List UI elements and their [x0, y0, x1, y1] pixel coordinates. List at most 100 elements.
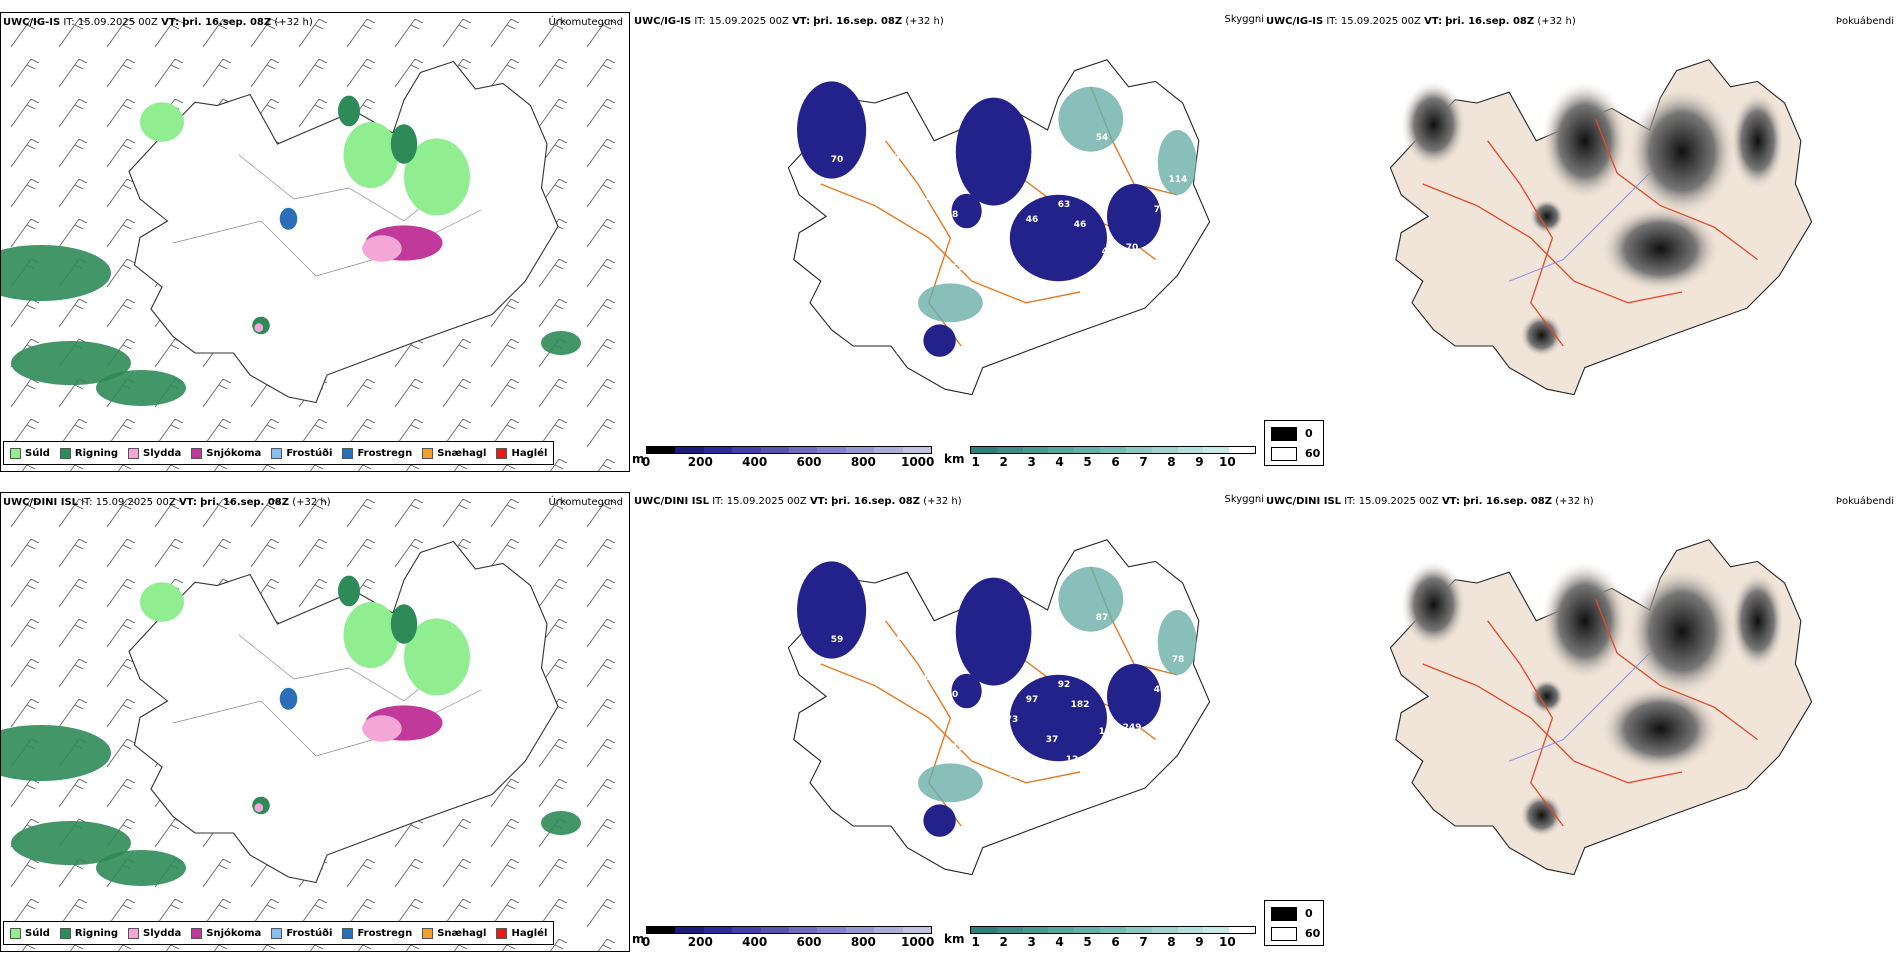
- precip-type-panel: UWC/DINI ISL IT: 15.09.2025 00Z VT: þri.…: [0, 492, 630, 952]
- panel-title: Þokuábendi: [1835, 496, 1894, 507]
- colorbar-segment: [732, 927, 761, 933]
- cloud-base-label: 43: [1086, 775, 1099, 785]
- cloud-base-label: 102: [1085, 657, 1104, 667]
- valid-time: þri. 16.sep. 08Z: [182, 17, 272, 28]
- cloud-base-label: 49: [736, 590, 749, 600]
- cloud-base-label: 249: [1123, 723, 1142, 733]
- cloud-base-label: 78: [784, 603, 797, 613]
- colorbar-segment: [703, 927, 733, 933]
- colorbar-segment: [789, 447, 818, 453]
- fog-legend: 0 60: [1264, 420, 1324, 466]
- colorbar-segment: [1177, 447, 1204, 453]
- cloud-base-label: 43: [884, 730, 897, 740]
- panel-header: UWC/IG-IS IT: 15.09.2025 00Z VT: þri. 16…: [1266, 16, 1576, 27]
- panel-title: Þokuábendi: [1835, 16, 1894, 27]
- colorbar-segment: [817, 447, 846, 453]
- fog-legend-white-swatch: [1271, 447, 1297, 461]
- colorbar-segment: [1229, 927, 1255, 933]
- legend-swatch: [422, 927, 434, 939]
- cloud-base-label: 46: [1074, 220, 1087, 230]
- lead-time: (+32 h): [292, 497, 331, 508]
- colorbar-tick-label: 3: [1027, 935, 1036, 949]
- cloud-base-label: 42: [896, 185, 909, 195]
- lead-time: (+32 h): [1537, 16, 1576, 27]
- cloud-base-label: 114: [1169, 175, 1188, 185]
- cloud-base-label: 63: [916, 647, 929, 657]
- legend-label: Frostregn: [357, 927, 413, 939]
- precip-map: [1, 13, 629, 471]
- fog-legend-white-label: 60: [1305, 447, 1321, 460]
- cloud-base-labels: 5538415873635567705539464261884167516152…: [724, 55, 1188, 390]
- cloud-base-label: 74: [976, 745, 989, 755]
- colorbar-tick-label: 400: [742, 935, 768, 949]
- panel-header: UWC/DINI ISL IT: 15.09.2025 00Z VT: þri.…: [3, 497, 331, 508]
- cloud-base-label: 51: [1088, 177, 1101, 187]
- cloud-base-label: 92: [1058, 680, 1071, 690]
- fog-legend-black-label: 0: [1305, 427, 1313, 440]
- lead-time: (+32 h): [274, 17, 313, 28]
- fog-legend-black-label: 0: [1305, 907, 1313, 920]
- colorbar-segment: [902, 447, 932, 453]
- precip-legend-item: Rigning: [59, 447, 118, 459]
- colorbar-segment: [1125, 927, 1152, 933]
- cloud-base-label: 70: [1154, 205, 1167, 215]
- colorbar-segment: [1151, 447, 1178, 453]
- valid-time: þri. 16.sep. 08Z: [1445, 16, 1535, 27]
- colorbar-tick-label: 3: [1027, 455, 1036, 469]
- precip-legend: Súld Rigning Slydda Snjókoma Frostúði Frostre…: [3, 921, 555, 945]
- precip-legend-item: Frostúði: [271, 447, 333, 459]
- colorbar-segment: [1074, 927, 1101, 933]
- colorbar-segment: [1177, 927, 1204, 933]
- cloud-base-label: 56: [756, 557, 769, 567]
- cloud-base-label: 55: [878, 130, 891, 140]
- precip-legend-item: Slydda: [128, 447, 181, 459]
- legend-swatch: [422, 447, 434, 459]
- cloud-base-label: 87: [1096, 613, 1109, 623]
- cloud-base-label: 52: [966, 723, 979, 733]
- cloud-base-label: 41: [736, 110, 749, 120]
- cloud-base-label: 86: [1036, 655, 1049, 665]
- cloud-base-label: 70: [1126, 243, 1139, 253]
- colorbar-segment: [1203, 927, 1230, 933]
- colorbar-tick-label: 1: [971, 455, 980, 469]
- cloud-base-label: 56: [936, 850, 949, 860]
- cloud-base-label: 35: [724, 535, 737, 545]
- legend-swatch: [191, 927, 203, 939]
- precip-legend-item: Frostregn: [342, 447, 412, 459]
- cloud-height-colorbar: m 0 200 400 600 800 1000: [632, 926, 944, 949]
- colorbar-unit: km: [944, 452, 965, 466]
- colorbar-segment: [874, 927, 903, 933]
- fog-legend-black-swatch: [1271, 907, 1297, 921]
- colorbar-tick-label: 1: [971, 935, 980, 949]
- precip-legend-item: Rigning: [59, 927, 118, 939]
- cloud-base-label: 78: [1172, 655, 1185, 665]
- precip-legend-item: Haglél: [496, 447, 547, 459]
- model-name: UWC/IG-IS: [3, 17, 61, 28]
- colorbar-unit: m: [632, 452, 645, 466]
- panel-title: Úrkomutegund: [548, 17, 623, 28]
- colorbar-segment: [760, 447, 790, 453]
- legend-label: Frostúði: [286, 447, 333, 459]
- cloud-base-label: 67: [884, 250, 897, 260]
- colorbar-tick-label: 6: [1111, 455, 1120, 469]
- colorbar-segment: [996, 927, 1023, 933]
- cloud-base-label: 73: [1006, 715, 1019, 725]
- valid-time-label: VT:: [1441, 496, 1460, 507]
- panel-header: UWC/DINI ISL IT: 15.09.2025 00Z VT: þri.…: [634, 496, 962, 507]
- legend-label: Súld: [25, 447, 50, 459]
- cloud-base-label: 63: [794, 655, 807, 665]
- visibility-colorbar: km 1 2 3 4 5 6 7 8 9 10: [944, 446, 1260, 469]
- cloud-base-label: 73: [876, 845, 889, 855]
- valid-time-label: VT:: [809, 496, 828, 507]
- fog-map: [1389, 539, 1813, 876]
- colorbar-segment: [732, 447, 761, 453]
- colorbar-tick-label: 4: [1055, 455, 1064, 469]
- cloud-base-label: 12: [1066, 755, 1079, 765]
- cloud-base-label: 32: [1134, 105, 1147, 115]
- precip-legend-item: Súld: [10, 447, 50, 459]
- colorbar-tick-label: 400: [742, 455, 768, 469]
- legend-label: Haglél: [511, 927, 548, 939]
- precip-legend-item: Frostregn: [342, 927, 413, 939]
- cloud-base-label: 51: [966, 243, 979, 253]
- colorbar-segment: [647, 447, 676, 453]
